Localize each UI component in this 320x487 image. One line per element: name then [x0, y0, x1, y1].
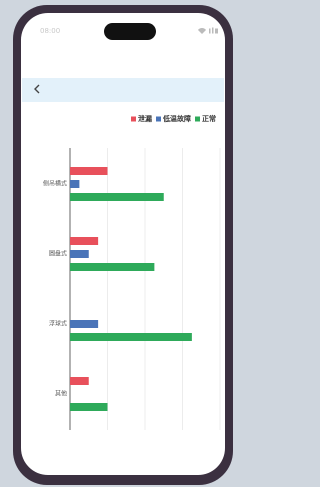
legend-swatch [156, 117, 161, 122]
legend-swatch [131, 117, 136, 122]
y-tick-label: 其他 [55, 390, 67, 398]
bar [70, 320, 98, 328]
bar [70, 377, 89, 385]
legend-swatch [195, 117, 200, 122]
header-bar [22, 78, 224, 102]
bar [70, 333, 192, 341]
legend-label: 泄漏 [138, 114, 152, 123]
bar [70, 193, 164, 201]
bar [70, 250, 89, 258]
legend: 正常 低温故障 泄漏 [131, 114, 216, 123]
bar [70, 237, 98, 245]
y-tick-label: 圆盘式 [49, 250, 67, 258]
bar [70, 180, 79, 188]
legend-label: 低温故障 [162, 114, 191, 123]
bar [70, 167, 108, 175]
bar [70, 403, 108, 411]
legend-label: 正常 [202, 114, 216, 123]
notch [104, 23, 156, 40]
y-tick-label: 侧吊横式 [43, 180, 67, 188]
bar [70, 263, 154, 271]
status-time: 08:00 [40, 27, 60, 35]
y-tick-label: 浮球式 [49, 320, 67, 328]
page: {"status_bar":{"time":"08:00"}, "chart_d… [0, 0, 245, 487]
